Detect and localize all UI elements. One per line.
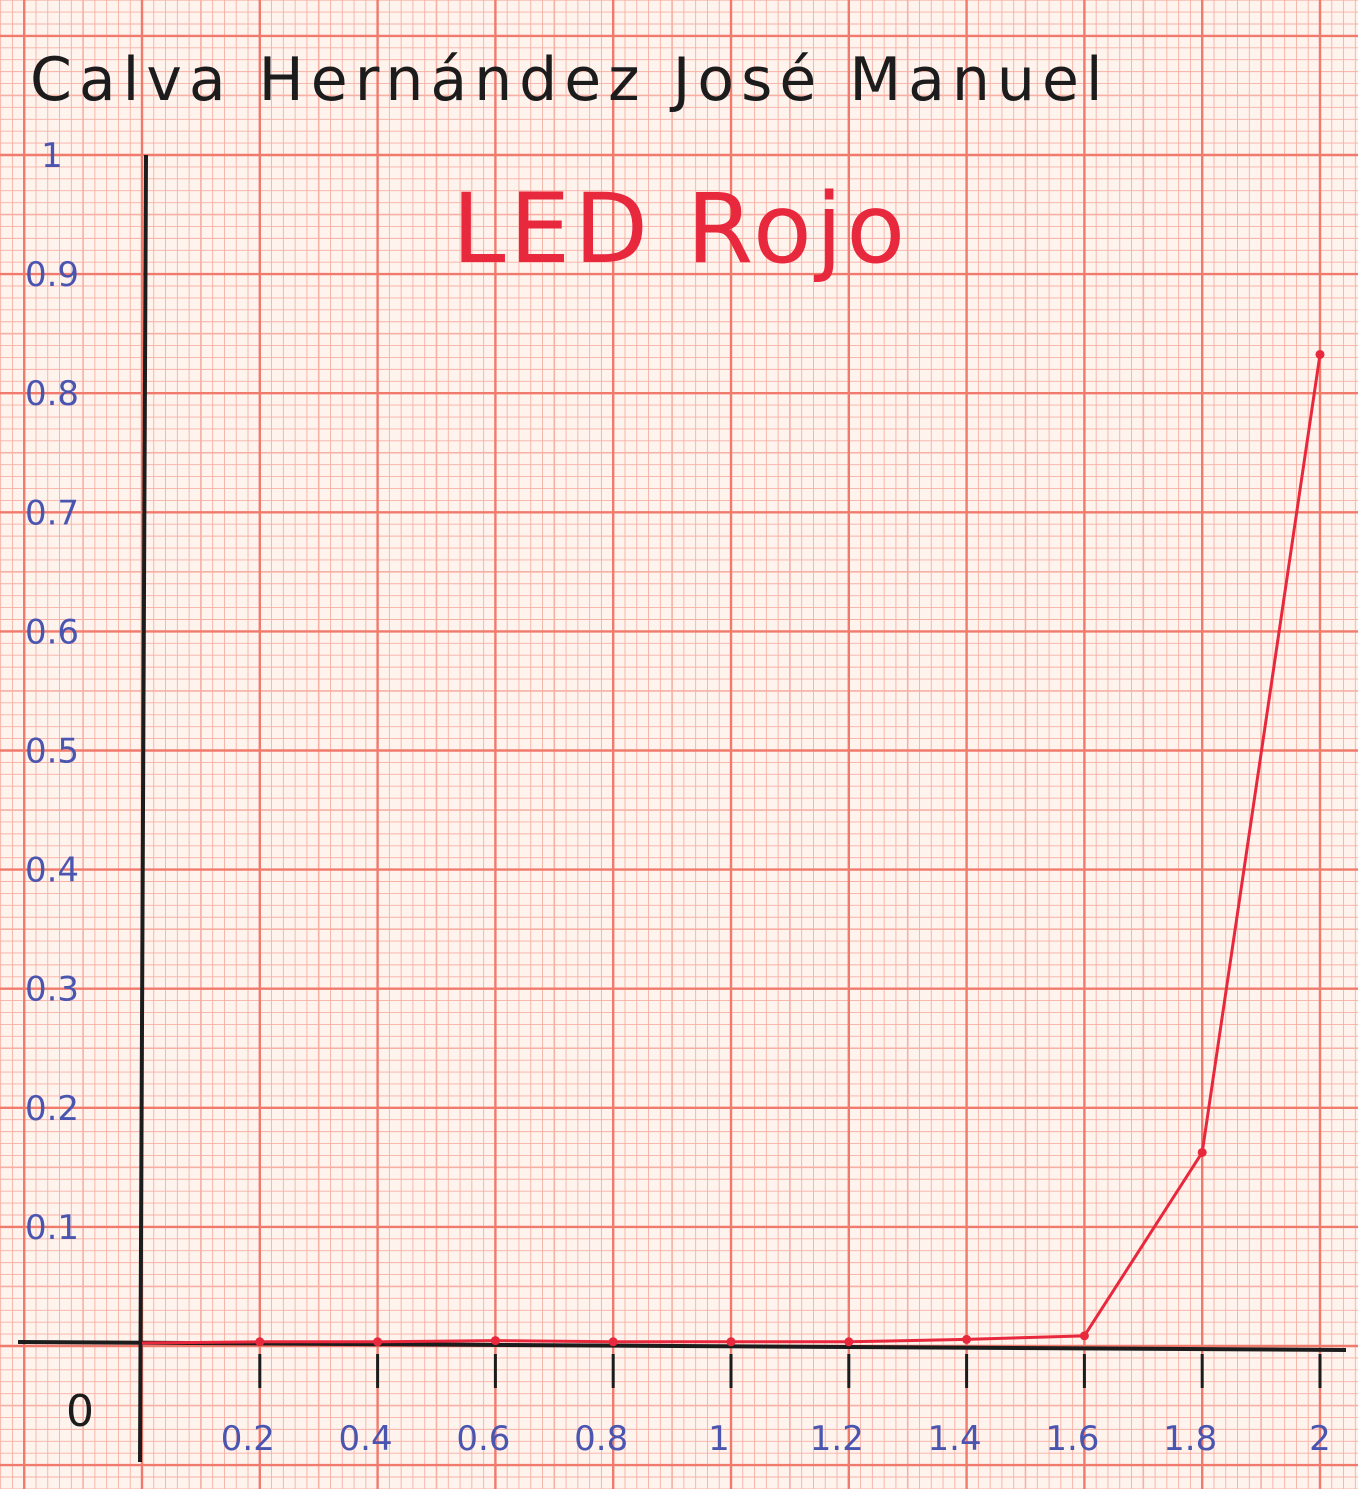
- data-point: [1315, 349, 1325, 359]
- data-point: [608, 1337, 618, 1347]
- y-tick-label: 1: [41, 136, 63, 176]
- y-tick-label: 0.9: [25, 255, 79, 295]
- x-tick-label: 0.4: [339, 1419, 393, 1459]
- data-point: [1079, 1331, 1089, 1341]
- x-tick-label: 1.6: [1045, 1419, 1099, 1459]
- x-tick-marks: [258, 1354, 1322, 1388]
- y-tick-label: 0.4: [25, 851, 79, 891]
- y-axis: [138, 154, 148, 1463]
- data-point: [962, 1334, 972, 1344]
- data-point: [373, 1337, 383, 1347]
- y-tick-label: 0.8: [25, 374, 79, 414]
- x-tick-labels: 0.2 0.4 0.6 0.8 1 1.2 1.4 1.6 1.8 2: [221, 1419, 1331, 1459]
- y-tick-labels: 0.1 0.2 0.3 0.4 0.5 0.6 0.7 0.8 0.9 1: [25, 136, 79, 1248]
- x-tick-label: 0.8: [574, 1419, 628, 1459]
- y-tick-label: 0.2: [25, 1089, 79, 1129]
- y-tick-label: 0.3: [25, 970, 79, 1010]
- x-tick-label: 2: [1309, 1419, 1331, 1459]
- chart-title: LED Rojo: [452, 173, 909, 285]
- series-layer: [141, 349, 1325, 1347]
- data-point: [490, 1336, 500, 1346]
- origin-label: 0: [66, 1386, 94, 1437]
- x-tick-label: 1.2: [810, 1419, 864, 1459]
- x-tick-label: 1: [708, 1419, 730, 1459]
- y-tick-label: 0.5: [25, 732, 79, 772]
- x-tick-label: 0.2: [221, 1419, 275, 1459]
- data-point: [255, 1337, 265, 1347]
- y-tick-label: 0.6: [25, 612, 79, 652]
- x-tick-label: 0.6: [456, 1419, 510, 1459]
- y-tick-label: 0.7: [25, 493, 79, 533]
- x-tick-label: 1.4: [928, 1419, 982, 1459]
- y-tick-label: 0.1: [25, 1208, 79, 1248]
- data-point: [726, 1337, 736, 1347]
- data-point: [844, 1337, 854, 1347]
- author-name: Calva Hernández José Manuel: [30, 45, 1110, 115]
- data-point: [1197, 1147, 1207, 1157]
- x-tick-label: 1.8: [1163, 1419, 1217, 1459]
